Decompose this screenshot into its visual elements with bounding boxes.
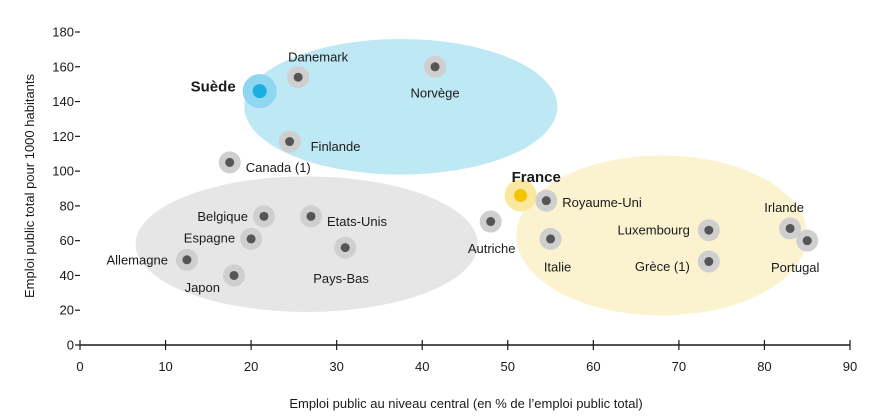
- y-axis-title: Emploi public total pour 1000 habitants: [22, 73, 37, 298]
- point-label: Danemark: [288, 50, 348, 65]
- point-marker: [246, 234, 256, 244]
- data-point: Royaume-Uni: [535, 189, 642, 212]
- point-label: Espagne: [184, 230, 235, 245]
- data-point: Grèce (1): [635, 250, 720, 274]
- data-point: Finlande: [278, 130, 361, 154]
- x-tick-label: 50: [501, 359, 515, 374]
- y-tick-label: 60: [60, 233, 74, 248]
- x-tick-label: 70: [672, 359, 686, 374]
- y-tick-label: 160: [52, 59, 74, 74]
- point-label: Pays-Bas: [313, 271, 369, 286]
- y-tick-label: 120: [52, 129, 74, 144]
- point-marker: [285, 137, 295, 147]
- data-point: Suède: [191, 74, 277, 109]
- point-label: France: [512, 169, 561, 186]
- point-label: Royaume-Uni: [562, 195, 642, 210]
- point-label: Etats-Unis: [327, 214, 387, 229]
- point-marker: [229, 270, 239, 280]
- point-marker: [486, 217, 496, 227]
- y-tick-label: 40: [60, 268, 74, 283]
- data-point: Portugal: [771, 229, 820, 275]
- y-tick-label: 80: [60, 198, 74, 213]
- data-point: France: [504, 169, 561, 212]
- y-tick-label: 100: [52, 164, 74, 179]
- data-point: Autriche: [468, 210, 516, 256]
- data-point: Etats-Unis: [300, 205, 387, 229]
- cluster-continental: [135, 176, 478, 312]
- point-marker: [546, 234, 556, 244]
- point-label: Italie: [544, 259, 571, 274]
- data-point: Luxembourg: [618, 219, 720, 242]
- x-tick-label: 30: [329, 359, 343, 374]
- cluster-central: [516, 155, 808, 316]
- point-marker: [704, 225, 714, 235]
- y-tick-label: 0: [67, 338, 74, 353]
- point-marker: [514, 188, 528, 202]
- y-tick-label: 140: [52, 94, 74, 109]
- x-tick-label: 10: [158, 359, 172, 374]
- data-point: Allemagne: [107, 248, 198, 271]
- point-marker: [340, 243, 350, 253]
- data-point: Norvège: [410, 55, 460, 100]
- point-label: Portugal: [771, 260, 820, 275]
- point-label: Allemagne: [107, 252, 168, 267]
- point-label: Autriche: [468, 241, 516, 256]
- data-point: Espagne: [184, 227, 263, 250]
- data-point: Irlande: [764, 200, 804, 240]
- y-tick-label: 180: [52, 25, 74, 40]
- data-point: Canada (1): [218, 151, 311, 175]
- y-tick-label: 20: [60, 303, 74, 318]
- x-tick-label: 40: [415, 359, 429, 374]
- point-label: Grèce (1): [635, 259, 690, 274]
- point-marker: [802, 236, 812, 246]
- cluster-ellipses: [135, 38, 808, 316]
- x-axis-title: Emploi public au niveau central (en % de…: [289, 396, 642, 411]
- data-point: Danemark: [287, 50, 349, 89]
- data-point: Japon: [185, 264, 245, 295]
- point-marker: [430, 62, 440, 72]
- point-label: Finlande: [311, 139, 361, 154]
- axes: 0 10 20 30 40 50 60 70 80 90 0 20 40 60 80 100 120 140 160…: [52, 25, 857, 375]
- x-tick-label: 60: [586, 359, 600, 374]
- cluster-nordic: [244, 38, 558, 175]
- point-marker: [541, 196, 551, 206]
- point-label: Irlande: [764, 200, 804, 215]
- point-marker: [259, 211, 269, 221]
- point-marker: [704, 257, 714, 267]
- point-marker: [225, 157, 235, 167]
- point-label: Norvège: [410, 85, 459, 100]
- point-label: Luxembourg: [618, 223, 690, 238]
- x-tick-label: 0: [76, 359, 83, 374]
- point-marker: [293, 72, 303, 82]
- data-point: Pays-Bas: [313, 236, 369, 286]
- point-marker: [182, 255, 192, 265]
- point-marker: [306, 211, 316, 221]
- point-marker: [252, 84, 267, 99]
- data-point: Italie: [539, 227, 571, 274]
- point-label: Japon: [185, 280, 220, 295]
- x-tick-label: 20: [244, 359, 258, 374]
- x-tick-label: 90: [843, 359, 857, 374]
- x-tick-label: 80: [757, 359, 771, 374]
- point-marker: [785, 223, 795, 233]
- data-point: Belgique: [197, 205, 275, 228]
- point-label: Belgique: [197, 209, 248, 224]
- point-label: Canada (1): [246, 160, 311, 175]
- point-label: Suède: [191, 79, 236, 96]
